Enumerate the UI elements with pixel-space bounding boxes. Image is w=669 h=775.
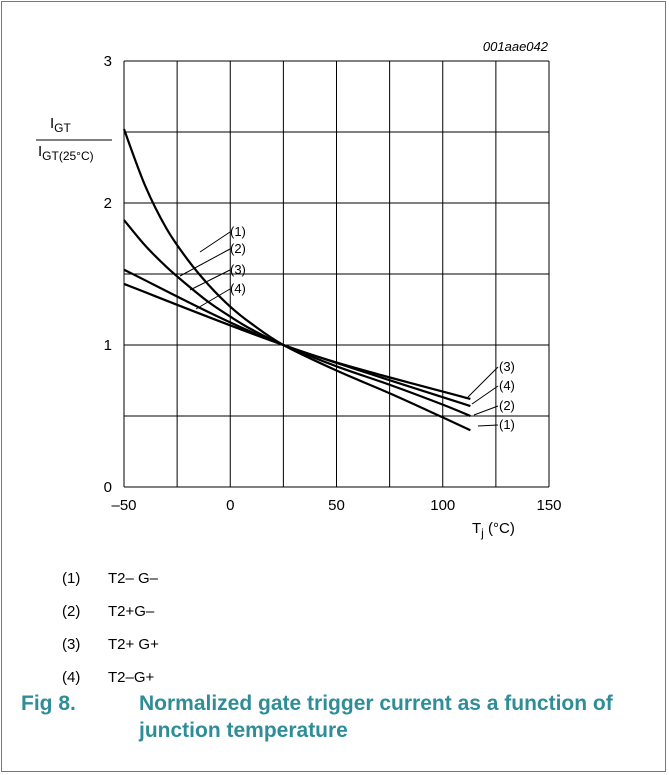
line-label: (4) bbox=[230, 281, 246, 296]
series-line bbox=[122, 128, 471, 432]
leader-line bbox=[471, 385, 499, 405]
legend-text: T2+G– bbox=[108, 603, 155, 620]
chart-grid bbox=[123, 60, 550, 488]
legend-number: (2) bbox=[62, 603, 81, 620]
legend-number: (1) bbox=[62, 570, 81, 587]
series-line bbox=[123, 219, 471, 418]
leader-line bbox=[199, 231, 231, 253]
line-label: (3) bbox=[499, 359, 515, 374]
x-tick-label: 50 bbox=[328, 497, 345, 514]
y-tick-label: 3 bbox=[104, 53, 112, 70]
chart-line-labels: (1) (2) (3) (4) (3) (4) (2) (1) bbox=[230, 224, 515, 432]
legend-item: (3) T2+ G+ bbox=[62, 636, 159, 653]
series-line bbox=[123, 268, 471, 401]
legend-number: (4) bbox=[62, 669, 81, 686]
line-label: (2) bbox=[499, 398, 515, 413]
line-label: (2) bbox=[230, 241, 246, 256]
x-axis-label: Tj (°C) bbox=[472, 520, 515, 540]
y-axis-label-numerator: IGT bbox=[50, 115, 72, 135]
line-label: (1) bbox=[499, 417, 515, 432]
legend-text: T2– G– bbox=[108, 570, 159, 587]
figure-caption-text: Normalized gate trigger current as a fun… bbox=[139, 692, 613, 742]
leader-line bbox=[179, 248, 231, 277]
line-label: (1) bbox=[230, 224, 246, 239]
legend-text: T2+ G+ bbox=[108, 636, 159, 653]
line-label: (4) bbox=[499, 378, 515, 393]
x-tick-label: 0 bbox=[226, 497, 234, 514]
series-line bbox=[123, 282, 471, 408]
y-tick-label: 2 bbox=[104, 195, 112, 212]
line-label: (3) bbox=[230, 262, 246, 277]
figure-id-code: 001aae042 bbox=[483, 39, 549, 54]
x-tick-label: 100 bbox=[430, 497, 455, 514]
legend-item: (1) T2– G– bbox=[62, 570, 158, 587]
legend-item: (2) T2+G– bbox=[62, 603, 154, 620]
legend-text: T2–G+ bbox=[108, 669, 155, 686]
figure-number: Fig 8. bbox=[21, 692, 76, 715]
y-axis-label-denominator: IGT(25°C) bbox=[38, 143, 94, 163]
legend-item: (4) T2–G+ bbox=[62, 669, 154, 686]
x-tick-label: –50 bbox=[111, 497, 136, 514]
leader-line bbox=[467, 366, 499, 398]
leader-line bbox=[189, 269, 231, 291]
chart-series bbox=[122, 128, 471, 432]
x-tick-label: 150 bbox=[536, 497, 561, 514]
chart-leader-lines bbox=[179, 231, 499, 427]
leader-line bbox=[477, 424, 499, 427]
y-tick-label: 0 bbox=[104, 479, 112, 496]
y-tick-label: 1 bbox=[104, 337, 112, 354]
legend-number: (3) bbox=[62, 636, 81, 653]
leader-line bbox=[195, 288, 231, 310]
leader-line bbox=[473, 405, 499, 416]
